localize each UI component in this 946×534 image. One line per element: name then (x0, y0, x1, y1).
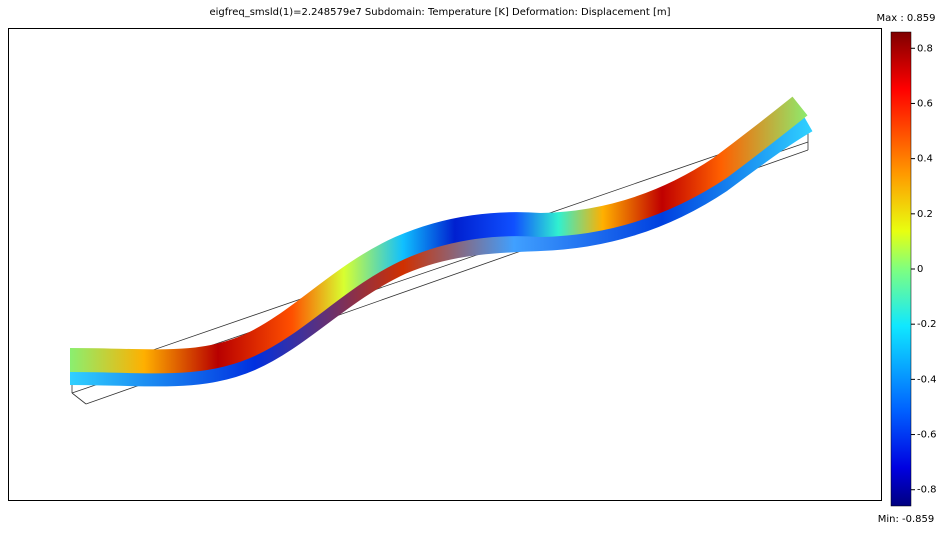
screen: eigfreq_smsld(1)=2.248579e7 Subdomain: T… (0, 0, 946, 530)
colorbar-tick-label: -0.4 (917, 374, 937, 385)
colorbar-tick-label: 0 (917, 264, 923, 275)
colorbar-tick-label: 0.8 (917, 43, 933, 54)
plot-frame (9, 29, 882, 501)
colorbar-tick-label: -0.8 (917, 485, 937, 496)
colorbar-max: Max : 0.859 (876, 13, 935, 24)
colorbar-tick-label: 0.4 (917, 154, 933, 165)
colorbar-tick-label: -0.2 (917, 319, 937, 330)
colorbar-tick-label: 0.6 (917, 98, 933, 109)
colorbar-tick-label: 0.2 (917, 209, 933, 220)
plot-title: eigfreq_smsld(1)=2.248579e7 Subdomain: T… (210, 7, 671, 18)
colorbar-tick-label: -0.6 (917, 430, 937, 441)
colorbar (891, 32, 911, 506)
colorbar-min: Min: -0.859 (878, 514, 935, 525)
